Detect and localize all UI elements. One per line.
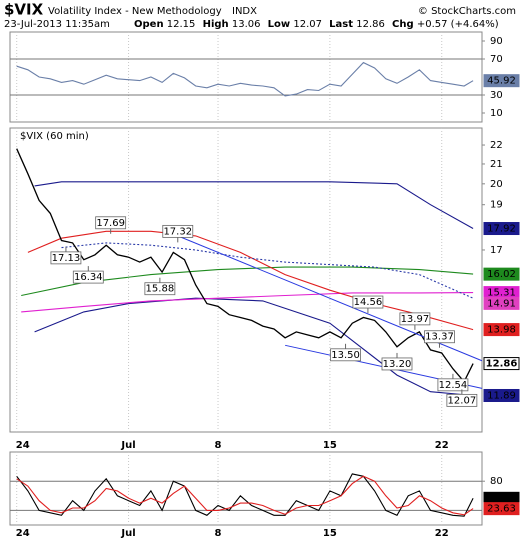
last-value-label: 44.83	[487, 493, 516, 504]
last-value-label: 17.92	[487, 224, 516, 235]
series-line	[21, 292, 474, 313]
annotation-label: 16.34	[74, 272, 103, 283]
x-tick-label: 15	[323, 440, 337, 451]
last-value-label: 45.92	[487, 76, 516, 87]
quote-value: 12.07	[293, 19, 322, 30]
last-value-box	[483, 222, 520, 236]
quote-line: Open 12.15 High 13.06 Low 12.07 Last 12.…	[134, 19, 499, 30]
panel-frame	[9, 451, 483, 526]
series-line	[34, 297, 474, 397]
quote-label: Open	[134, 19, 164, 30]
annotation-label: 13.37	[425, 332, 454, 343]
x-tick-label: Jul	[120, 528, 135, 539]
x-tick-label: 22	[435, 528, 449, 539]
last-value-box	[483, 267, 520, 281]
annotation-label: 12.07	[448, 395, 477, 406]
last-value-box	[483, 323, 520, 337]
x-tick-label: 22	[435, 440, 449, 451]
annotation-label: 13.50	[331, 350, 360, 361]
quote-label: Chg	[392, 19, 414, 30]
annotation-label: 13.20	[383, 359, 412, 370]
level-label: 14.91	[487, 298, 516, 309]
y-tick-label: 70	[490, 54, 503, 65]
annotation-box	[399, 312, 431, 326]
level-box	[483, 296, 520, 310]
annotation-box	[144, 282, 176, 296]
x-tick-label: Jul	[120, 440, 135, 451]
y-tick-label: 90	[490, 36, 503, 47]
annotation-box	[50, 251, 82, 265]
annotation-box	[352, 295, 384, 309]
quote-value: +0.57 (+4.64%)	[417, 19, 499, 30]
annotation-box	[162, 224, 194, 238]
y-tick-label: 20	[490, 179, 503, 190]
last-value-box	[483, 502, 520, 516]
quote-label: Low	[268, 19, 290, 30]
x-tick-label: 15	[323, 528, 337, 539]
series-line	[16, 473, 474, 517]
panel-frame	[9, 31, 483, 123]
annotation-box	[381, 357, 413, 371]
last-value-label: 13.98	[487, 325, 516, 336]
series-line	[16, 475, 474, 516]
last-value-label: 11.89	[487, 390, 516, 401]
annotation-label: 15.88	[146, 284, 175, 295]
quote-label: Last	[329, 19, 353, 30]
y-tick-label: 19	[490, 200, 503, 211]
last-value-label: 12.86	[486, 359, 518, 370]
y-tick-label: 30	[490, 90, 503, 101]
quote-value: 12.86	[356, 19, 385, 30]
price-line	[16, 148, 474, 383]
annotation-label: 14.56	[354, 297, 383, 308]
last-value-box	[483, 74, 520, 88]
x-tick-label: 24	[16, 528, 30, 539]
last-value-box	[483, 388, 520, 402]
annotation-box	[437, 378, 469, 392]
last-value-label: 23.63	[487, 504, 516, 515]
annotation-label: 17.69	[96, 218, 125, 229]
last-value-box	[483, 357, 520, 371]
exchange: INDX	[232, 6, 257, 17]
annotation-label: 17.32	[163, 226, 192, 237]
instrument-name: Volatility Index - New Methodology	[48, 6, 222, 17]
y-tick-label: 10	[490, 108, 503, 119]
symbol: $VIX	[4, 1, 44, 19]
x-tick-label: 8	[215, 440, 222, 451]
annotation-box	[72, 270, 104, 284]
copyright: © StockCharts.com	[418, 6, 516, 17]
quote-date: 23-Jul-2013 11:35am	[4, 19, 110, 30]
quote-value: 12.15	[167, 19, 196, 30]
last-value-label: 16.02	[487, 269, 516, 280]
y-tick-label: 80	[490, 476, 503, 487]
series-line	[34, 181, 474, 229]
annotation-label: 13.97	[401, 314, 430, 325]
annotation-box	[330, 348, 361, 362]
annotation-label: 12.54	[439, 380, 468, 391]
annotation-box	[95, 216, 127, 230]
panel-title: $VIX (60 min)	[20, 131, 89, 142]
series-line	[61, 242, 474, 299]
y-tick-label: 17	[490, 245, 503, 256]
y-tick-label: 22	[490, 140, 503, 151]
quote-label: High	[203, 19, 229, 30]
annotation-box	[424, 330, 455, 344]
quote-value: 13.06	[232, 19, 261, 30]
x-tick-label: 24	[16, 440, 30, 451]
annotation-box	[446, 393, 478, 407]
annotation-label: 17.13	[52, 253, 81, 264]
last-value-label: 15.31	[487, 288, 516, 299]
x-tick-label: 8	[215, 528, 222, 539]
series-line	[16, 61, 474, 97]
y-tick-label: 21	[490, 159, 503, 170]
series-line	[27, 230, 474, 331]
